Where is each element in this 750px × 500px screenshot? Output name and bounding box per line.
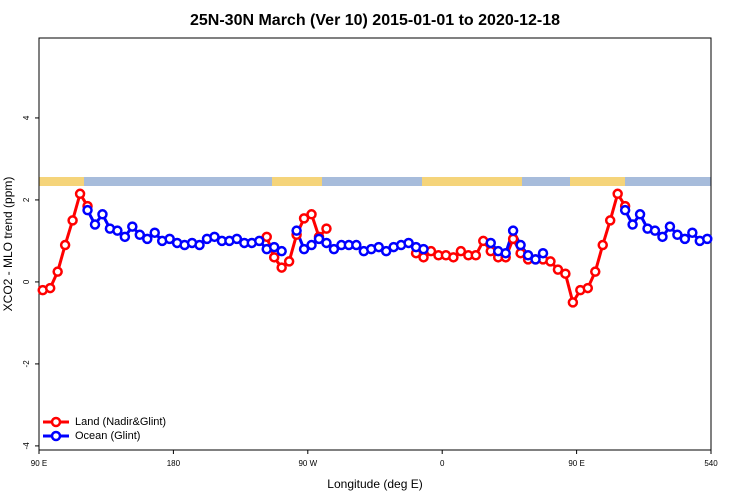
legend-marker	[50, 430, 62, 442]
data-point	[291, 225, 302, 236]
data-point	[231, 233, 243, 245]
data-point	[664, 221, 676, 232]
data-point	[313, 233, 325, 245]
data-point	[545, 256, 556, 267]
data-point	[537, 247, 549, 259]
x-tick-label: 90 W	[298, 459, 317, 468]
data-point	[418, 243, 429, 255]
data-point	[448, 252, 459, 263]
data-point	[321, 223, 332, 234]
chart-title: 25N-30N March (Ver 10) 2015-01-01 to 202…	[190, 12, 560, 29]
data-point	[687, 227, 698, 238]
data-point	[552, 264, 564, 275]
x-tick-label: 540	[704, 459, 718, 468]
data-point	[119, 231, 131, 243]
data-point	[672, 229, 683, 241]
data-point	[380, 245, 392, 257]
data-point	[268, 241, 280, 253]
data-point	[127, 221, 138, 232]
data-point	[268, 252, 280, 263]
data-point	[112, 225, 123, 236]
data-point	[485, 237, 496, 249]
data-point	[560, 268, 571, 279]
legend-label: Ocean (Glint)	[75, 430, 140, 442]
data-point	[97, 209, 108, 220]
data-point	[59, 239, 71, 251]
data-point	[702, 233, 713, 245]
y-tick-label: -4	[22, 442, 31, 450]
data-point	[298, 213, 310, 224]
data-point	[470, 250, 482, 261]
y-tick-label: 2	[22, 197, 31, 202]
data-point	[276, 262, 287, 273]
data-point	[530, 254, 541, 265]
data-point	[567, 297, 579, 308]
data-point	[149, 227, 160, 238]
data-point	[604, 215, 616, 226]
data-point	[515, 239, 526, 251]
data-point	[612, 188, 623, 200]
data-point	[403, 237, 414, 249]
y-tick-label: 0	[22, 279, 31, 284]
data-point	[522, 250, 534, 261]
plot-frame	[38, 37, 712, 451]
data-point	[418, 252, 429, 263]
y-axis-label: XCO2 - MLO trend (ppm)	[1, 177, 15, 312]
data-point	[283, 256, 295, 267]
data-point	[44, 282, 56, 294]
data-point	[261, 231, 272, 243]
x-axis-label: Longitude (deg E)	[327, 477, 422, 491]
data-point	[455, 245, 467, 257]
data-point	[276, 245, 287, 257]
data-point	[351, 239, 362, 251]
data-point	[89, 219, 101, 230]
data-point	[67, 215, 78, 226]
data-point	[507, 233, 519, 245]
x-tick-label: 0	[440, 459, 445, 468]
data-point	[321, 237, 332, 249]
data-point	[679, 233, 691, 245]
data-point	[134, 229, 146, 241]
data-point	[254, 235, 265, 247]
data-point	[597, 239, 608, 251]
legend-label: Land (Nadir&Glint)	[75, 416, 166, 428]
y-tick-label: 4	[22, 115, 31, 120]
data-point	[328, 243, 340, 255]
data-point	[164, 233, 175, 245]
data-point	[306, 209, 317, 220]
y-tick-label: -2	[22, 360, 31, 368]
data-point	[209, 231, 220, 243]
x-tick-label: 90 E	[31, 459, 47, 468]
data-point	[52, 266, 63, 277]
data-point	[500, 247, 511, 259]
data-point	[142, 233, 153, 245]
data-point	[627, 219, 638, 230]
x-tick-label: 90 E	[568, 459, 584, 468]
data-point	[306, 239, 317, 251]
data-point	[82, 204, 93, 216]
data-point	[582, 282, 594, 294]
map-strip	[39, 177, 711, 186]
data-point	[657, 231, 668, 243]
data-point	[194, 239, 205, 251]
data-point	[74, 188, 86, 200]
x-tick-label: 180	[167, 459, 181, 468]
data-point	[649, 225, 661, 236]
data-point	[634, 209, 646, 220]
legend-marker	[50, 416, 62, 428]
data-point	[619, 204, 631, 216]
data-point	[507, 225, 519, 236]
data-point	[298, 243, 310, 255]
data-point	[590, 266, 601, 277]
data-point	[373, 241, 384, 253]
